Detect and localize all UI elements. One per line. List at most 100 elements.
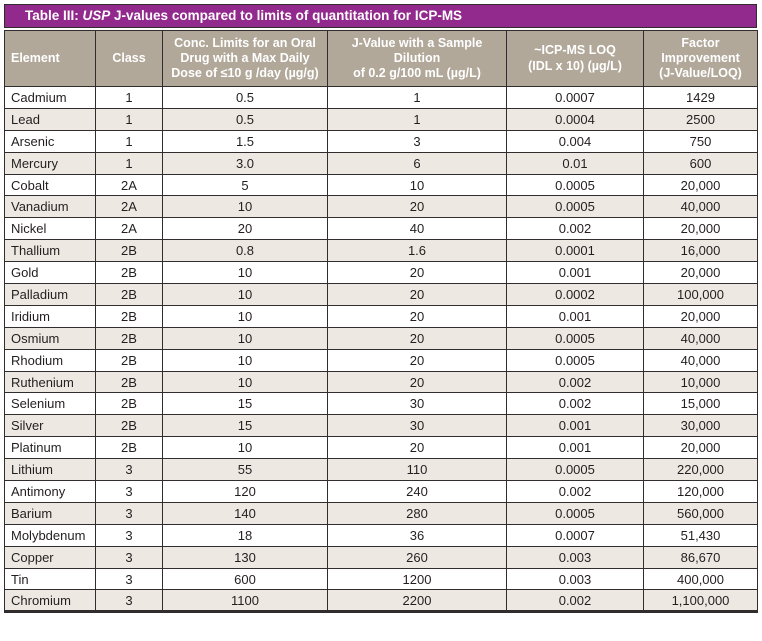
value-cell: 3 (327, 129, 507, 153)
value-cell: 20,000 (643, 304, 758, 328)
column-header-element: Element (4, 30, 96, 87)
value-cell: 86,670 (643, 545, 758, 569)
table-row: Cadmium 1 0.5 1 0.0007 1429 (4, 86, 758, 109)
value-cell: 3 (95, 567, 163, 591)
element-cell: Lead (4, 107, 96, 131)
table-row: Chromium 3 1100 2200 0.002 1,100,000 (4, 589, 758, 613)
value-cell: 20 (327, 195, 507, 219)
value-cell: 40,000 (643, 348, 758, 372)
value-cell: 1 (327, 86, 507, 109)
table-row: Vanadium 2A 10 20 0.0005 40,000 (4, 195, 758, 219)
table-row: Molybdenum 3 18 36 0.0007 51,430 (4, 523, 758, 547)
value-cell: 3 (95, 501, 163, 525)
value-cell: 1 (95, 86, 163, 109)
value-cell: 20,000 (643, 173, 758, 197)
value-cell: 0.002 (506, 370, 644, 394)
value-cell: 100,000 (643, 283, 758, 306)
value-cell: 1 (95, 151, 163, 175)
value-cell: 10 (162, 370, 328, 394)
value-cell: 0.5 (162, 107, 328, 131)
element-cell: Antimony (4, 480, 96, 503)
table-row: Palladium 2B 10 20 0.0002 100,000 (4, 283, 758, 306)
value-cell: 1.6 (327, 239, 507, 263)
value-cell: 1 (327, 107, 507, 131)
table-body: Cadmium 1 0.5 1 0.0007 1429 Lead 1 0.5 1 0.0004 250… (4, 86, 758, 613)
value-cell: 0.003 (506, 545, 644, 569)
value-cell: 5 (162, 173, 328, 197)
value-cell: 0.002 (506, 217, 644, 241)
table-row: Barium 3 140 280 0.0005 560,000 (4, 501, 758, 525)
value-cell: 0.0002 (506, 283, 644, 306)
table-row: Cobalt 2A 5 10 0.0005 20,000 (4, 173, 758, 197)
table-row: Arsenic 1 1.5 3 0.004 750 (4, 129, 758, 153)
value-cell: 0.0004 (506, 107, 644, 131)
value-cell: 1429 (643, 86, 758, 109)
element-cell: Gold (4, 261, 96, 285)
value-cell: 51,430 (643, 523, 758, 547)
value-cell: 2B (95, 370, 163, 394)
value-cell: 2B (95, 283, 163, 306)
value-cell: 10 (162, 195, 328, 219)
value-cell: 2500 (643, 107, 758, 131)
value-cell: 2B (95, 304, 163, 328)
table-row: Silver 2B 15 30 0.001 30,000 (4, 414, 758, 438)
table-row: Thallium 2B 0.8 1.6 0.0001 16,000 (4, 239, 758, 263)
value-cell: 1.5 (162, 129, 328, 153)
value-cell: 220,000 (643, 458, 758, 482)
value-cell: 1100 (162, 589, 328, 613)
value-cell: 0.01 (506, 151, 644, 175)
value-cell: 0.003 (506, 567, 644, 591)
column-header-conc-limits: Conc. Limits for an Oral Drug with a Max… (162, 30, 328, 87)
value-cell: 20,000 (643, 261, 758, 285)
value-cell: 3 (95, 458, 163, 482)
value-cell: 30 (327, 414, 507, 438)
value-cell: 10 (162, 261, 328, 285)
value-cell: 3.0 (162, 151, 328, 175)
value-cell: 0.5 (162, 86, 328, 109)
value-cell: 0.0007 (506, 523, 644, 547)
value-cell: 0.0005 (506, 348, 644, 372)
value-cell: 560,000 (643, 501, 758, 525)
value-cell: 20 (162, 217, 328, 241)
value-cell: 3 (95, 545, 163, 569)
value-cell: 20 (327, 436, 507, 460)
value-cell: 10,000 (643, 370, 758, 394)
element-cell: Arsenic (4, 129, 96, 153)
value-cell: 2B (95, 414, 163, 438)
value-cell: 3 (95, 523, 163, 547)
element-cell: Cadmium (4, 86, 96, 109)
value-cell: 0.0001 (506, 239, 644, 263)
value-cell: 0.0005 (506, 501, 644, 525)
table-row: Mercury 1 3.0 6 0.01 600 (4, 151, 758, 175)
value-cell: 0.0005 (506, 326, 644, 350)
value-cell: 1,100,000 (643, 589, 758, 613)
element-cell: Platinum (4, 436, 96, 460)
value-cell: 0.0005 (506, 458, 644, 482)
table-row: Antimony 3 120 240 0.002 120,000 (4, 480, 758, 503)
value-cell: 15 (162, 392, 328, 416)
table-row: Osmium 2B 10 20 0.0005 40,000 (4, 326, 758, 350)
value-cell: 0.004 (506, 129, 644, 153)
element-cell: Rhodium (4, 348, 96, 372)
value-cell: 10 (162, 304, 328, 328)
column-header-factor-improvement: Factor Improvement (J-Value/LOQ) (643, 30, 758, 87)
table-title-bar: Table III: USP J-values compared to limi… (4, 4, 757, 28)
value-cell: 2B (95, 392, 163, 416)
column-header-class: Class (95, 30, 163, 87)
value-cell: 2B (95, 239, 163, 263)
table-row: Iridium 2B 10 20 0.001 20,000 (4, 304, 758, 328)
element-cell: Thallium (4, 239, 96, 263)
value-cell: 400,000 (643, 567, 758, 591)
value-cell: 10 (162, 348, 328, 372)
element-cell: Copper (4, 545, 96, 569)
element-cell: Silver (4, 414, 96, 438)
value-cell: 3 (95, 480, 163, 503)
value-cell: 600 (162, 567, 328, 591)
value-cell: 0.001 (506, 414, 644, 438)
value-cell: 20 (327, 370, 507, 394)
table-row: Gold 2B 10 20 0.001 20,000 (4, 261, 758, 285)
table-title-usp: USP (82, 8, 111, 23)
element-cell: Mercury (4, 151, 96, 175)
value-cell: 10 (327, 173, 507, 197)
value-cell: 15 (162, 414, 328, 438)
